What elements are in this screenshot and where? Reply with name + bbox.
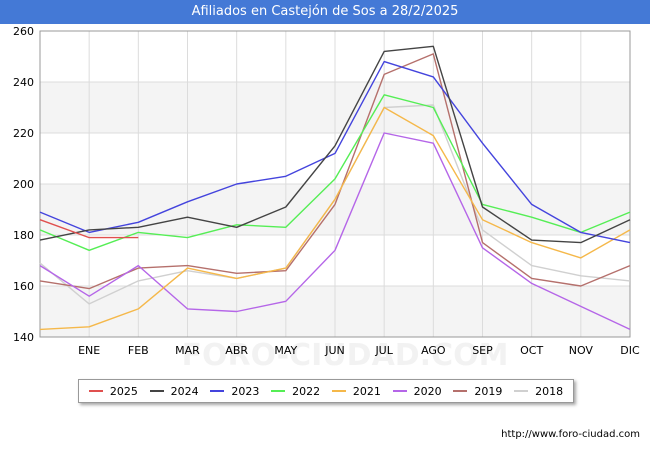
series-line-2021: [39, 106, 631, 331]
legend-swatch: [210, 390, 225, 392]
x-tick-label: JUL: [374, 344, 393, 357]
legend-swatch: [453, 390, 468, 392]
y-tick-label: 240: [13, 76, 34, 89]
legend-label: 2025: [109, 384, 138, 398]
legend-swatch: [88, 390, 103, 392]
chart-title: Afiliados en Castejón de Sos a 28/2/2025: [0, 0, 650, 24]
series-line-2019: [39, 53, 631, 290]
legend-label: 2021: [352, 384, 381, 398]
legend-swatch: [514, 390, 529, 392]
y-tick-label: 180: [13, 229, 34, 242]
x-tick-label: OCT: [520, 344, 543, 357]
legend-item-2024: 2024: [149, 384, 199, 398]
legend-swatch: [271, 390, 286, 392]
x-tick-label: MAY: [274, 344, 297, 357]
y-tick-label: 260: [13, 25, 34, 38]
x-tick-label: ENE: [78, 344, 100, 357]
y-tick-label: 140: [13, 331, 34, 344]
legend-item-2018: 2018: [514, 385, 563, 398]
legend-item-2019: 2019: [453, 385, 502, 398]
source-url: http://www.foro-ciudad.com: [501, 429, 640, 440]
x-tick-label: FEB: [128, 344, 149, 357]
x-tick-label: ABR: [225, 344, 248, 357]
x-tick-label: NOV: [569, 344, 594, 357]
x-tick-label: JUN: [324, 344, 345, 357]
series-line-2024: [39, 45, 631, 244]
series-line-2023: [39, 60, 631, 244]
legend-label: 2020: [413, 384, 442, 398]
legend-item-2020: 2020: [392, 384, 442, 398]
x-tick-label: DIC: [620, 344, 640, 357]
y-tick-label: 200: [13, 178, 34, 191]
y-tick-label: 220: [13, 127, 34, 140]
series-line-2020: [39, 132, 631, 331]
legend-item-2021: 2021: [331, 384, 381, 398]
series-line-2025: [39, 219, 139, 239]
legend-swatch: [331, 390, 346, 392]
legend-swatch: [392, 390, 407, 392]
legend-item-2023: 2023: [210, 385, 259, 398]
legend-label: 2024: [170, 384, 199, 398]
legend-swatch: [149, 390, 164, 392]
legend-label: 2018: [535, 384, 564, 398]
plot-border: [39, 30, 631, 338]
x-tick-label: AGO: [421, 344, 446, 357]
x-tick-label: SEP: [472, 344, 493, 357]
legend-item-2022: 2022: [271, 385, 320, 398]
legend-label: 2022: [292, 384, 321, 398]
y-tick-label: 160: [13, 280, 34, 293]
watermark: FORO-CIUDAD.COM: [182, 338, 509, 373]
legend-label: 2019: [474, 384, 503, 398]
chart-legend: 2025 2024 2023 2022 2021 2020 2019 2018: [78, 379, 574, 403]
legend-label: 2023: [231, 384, 260, 398]
series-line-2022: [39, 94, 631, 252]
x-tick-label: MAR: [175, 344, 200, 357]
legend-item-2025: 2025: [88, 384, 138, 398]
